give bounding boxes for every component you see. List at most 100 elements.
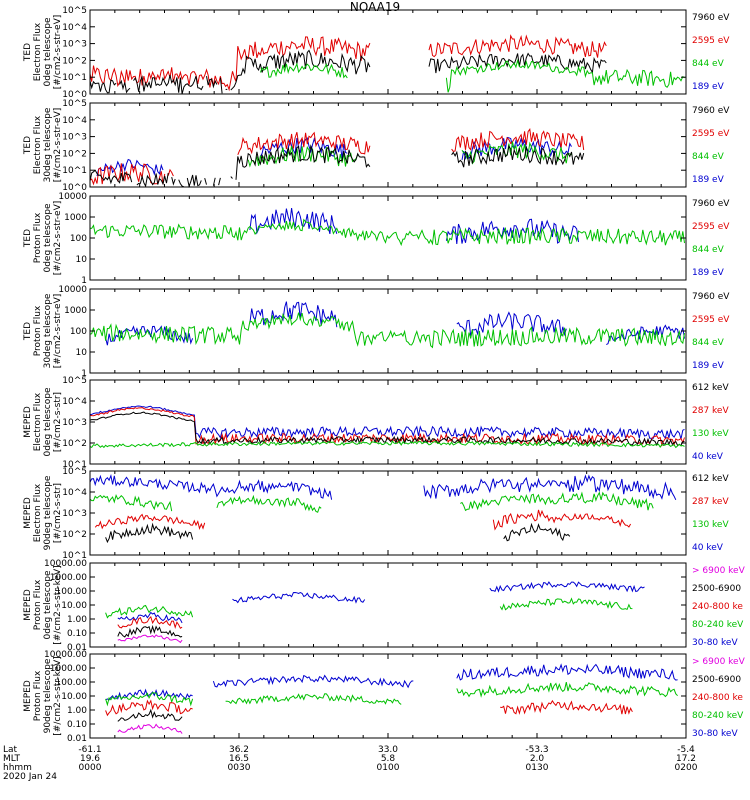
y-tick-label: 10.00	[61, 601, 87, 611]
series-trace	[461, 141, 572, 165]
y-axis-label: 0deg telescope	[43, 570, 53, 640]
series-trace	[456, 311, 567, 337]
series-trace	[105, 699, 193, 717]
series-trace	[445, 58, 685, 93]
series-trace	[89, 473, 333, 500]
series-trace	[225, 693, 402, 705]
y-tick-label: 1.00	[67, 706, 87, 716]
series-trace	[232, 591, 366, 604]
y-tick-label: 0.10	[67, 629, 87, 639]
y-tick-label: 100.00	[56, 678, 88, 688]
series-trace	[237, 131, 371, 155]
x-tick-label-time: 0130	[526, 763, 549, 773]
y-tick-label: 1.00	[67, 615, 87, 625]
y-tick-label: 10^0	[62, 183, 87, 193]
y-tick-label: 10	[76, 348, 88, 358]
legend-entry: 844 eV	[692, 59, 725, 69]
legend-entry: 2595 eV	[692, 36, 730, 46]
y-axis-label: MEPED	[23, 680, 33, 712]
y-axis-label: Proton Flux	[33, 579, 43, 630]
series-trace	[94, 513, 206, 530]
y-axis-label: 90deg telescope	[43, 658, 53, 733]
legend-entry: 844 eV	[692, 152, 725, 162]
legend-entry: 80-240 keV	[692, 620, 744, 630]
y-tick-label: 10^0	[62, 90, 87, 100]
y-tick-label: 0.10	[67, 720, 87, 730]
y-axis-label: TED	[23, 322, 33, 341]
y-tick-label: 10^2	[62, 149, 87, 159]
y-axis-label: [#/cm2-s-str-eV]	[53, 15, 63, 90]
y-tick-label: 10.00	[61, 692, 87, 702]
y-tick-label: 1	[81, 276, 87, 286]
y-axis-label: MEPED	[23, 406, 33, 438]
panel-frame	[89, 470, 687, 556]
x-row-label: 2020 Jan 24	[3, 772, 57, 782]
y-tick-label: 1000	[64, 213, 87, 223]
y-tick-label: 1	[81, 369, 87, 379]
series-trace	[230, 176, 233, 179]
y-tick-label: 10^5	[62, 6, 87, 16]
y-axis-label: Electron Flux	[33, 483, 43, 542]
y-tick-label: 10^5	[62, 376, 87, 386]
x-row-label: Lat	[3, 745, 18, 755]
x-row-label: hhmm	[3, 763, 32, 773]
series-trace	[89, 440, 685, 449]
y-axis-label: [#/cm2-s-str-keV]	[53, 565, 63, 644]
y-tick-label: 10000	[58, 285, 87, 295]
y-tick-label: 100	[70, 234, 87, 244]
legend-entry: 40 keV	[692, 452, 724, 462]
y-tick-label: 10000	[58, 192, 87, 202]
legend-entry: 7960 eV	[692, 199, 730, 209]
series-trace	[492, 509, 632, 531]
series-trace	[171, 176, 176, 186]
y-tick-label: 0.01	[67, 643, 87, 653]
series-trace	[259, 137, 348, 159]
legend-entry: 2595 eV	[692, 315, 730, 325]
series-trace	[499, 597, 633, 611]
y-axis-label: 90deg telescope	[43, 475, 53, 550]
x-tick-label-time: 0000	[79, 763, 102, 773]
y-axis-label: MEPED	[23, 589, 33, 621]
series-trace	[428, 34, 607, 58]
legend-entry: 189 eV	[692, 361, 725, 371]
series-trace	[219, 77, 223, 94]
y-axis-label: Electron Flux	[33, 115, 43, 174]
y-axis-label: [#/cm2-s-str]	[53, 392, 63, 452]
series-trace	[489, 581, 645, 593]
legend-entry: 844 eV	[692, 338, 725, 348]
panel-frame	[89, 562, 687, 648]
y-axis-label: [#/cm2-s-str]	[53, 483, 63, 543]
series-trace	[89, 169, 133, 185]
y-axis-label: Proton Flux	[33, 670, 43, 721]
panel-frame	[89, 102, 687, 188]
legend-entry: 2500-6900	[692, 584, 741, 594]
legend-entry: 240-800 ke	[692, 693, 743, 703]
legend-entry: > 6900 keV	[692, 657, 746, 667]
series-trace	[117, 634, 183, 644]
x-tick-label-time: 0200	[675, 763, 698, 773]
legend-entry: 240-800 ke	[692, 602, 743, 612]
series-trace	[89, 407, 685, 447]
series-trace	[249, 208, 338, 235]
y-tick-label: 10^5	[62, 467, 87, 477]
panel-frame	[89, 195, 687, 281]
series-trace	[89, 218, 685, 247]
y-axis-label: [#/cm2-s-str-eV]	[53, 201, 63, 276]
y-axis-label: Electron Flux	[33, 22, 43, 81]
y-tick-label: 1000	[64, 306, 87, 316]
legend-entry: 612 keV	[692, 474, 729, 484]
y-tick-label: 10^3	[62, 509, 87, 519]
series-trace	[500, 699, 633, 715]
legend-entry: 2595 eV	[692, 222, 730, 232]
series-trace	[204, 177, 207, 185]
series-trace	[117, 615, 183, 629]
series-trace	[216, 494, 322, 513]
series-trace	[105, 325, 194, 346]
series-trace	[105, 604, 194, 619]
series-trace	[445, 218, 579, 244]
y-tick-label: 1000.00	[50, 573, 87, 583]
series-trace	[249, 301, 338, 328]
legend-entry: 7960 eV	[692, 13, 730, 23]
series-trace	[136, 173, 169, 188]
